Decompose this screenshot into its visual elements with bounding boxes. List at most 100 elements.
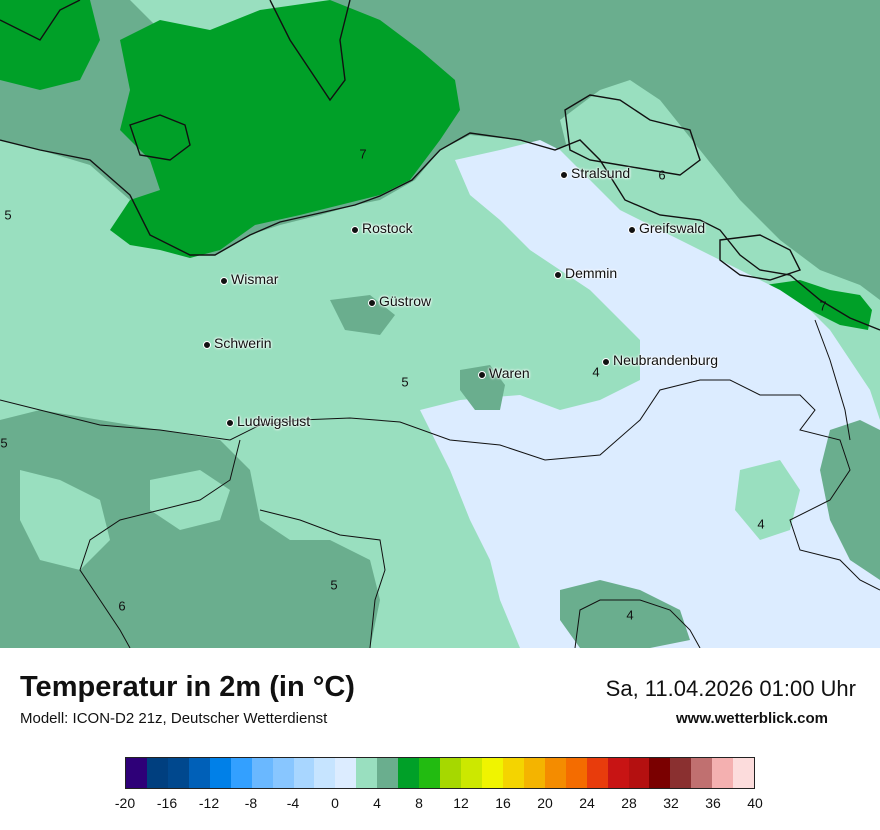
city-marker (203, 341, 211, 349)
land-patch-5 (820, 420, 880, 580)
colorbar-tick-label: -12 (198, 795, 220, 811)
city-label: Schwerin (214, 335, 272, 351)
forecast-datetime: Sa, 11.04.2026 01:00 Uhr (605, 676, 856, 701)
colorbar-tick-label: -4 (286, 795, 300, 811)
land-patch-5 (20, 470, 110, 570)
colorbar-segment (419, 758, 441, 788)
colorbar-segment (356, 758, 378, 788)
colorbar-segment (314, 758, 336, 788)
border-line (574, 599, 701, 648)
colorbar-tick-label: 32 (663, 795, 679, 811)
border-line (814, 319, 851, 441)
border-line (0, 379, 880, 591)
colorbar-segment (251, 758, 273, 788)
map-title: Temperatur in 2m (in °C) (20, 671, 355, 703)
colorbar-tick-label: 0 (331, 795, 339, 811)
colorbar-segment (209, 758, 231, 788)
isoline-label: 7 (359, 146, 367, 162)
colorbar-segment (712, 758, 734, 788)
isoline-label: 5 (4, 207, 12, 223)
coastline (0, 0, 81, 41)
colorbar-segment (293, 758, 315, 788)
colorbar-segment (481, 758, 503, 788)
land-patch-5 (735, 460, 800, 540)
city-marker (220, 277, 228, 285)
isoline-label: 7 (819, 298, 827, 314)
website-link[interactable]: www.wetterblick.com (676, 710, 828, 727)
colorbar-segment (398, 758, 420, 788)
land-patch-5 (0, 410, 380, 648)
colorbar-segment (670, 758, 692, 788)
colorbar-segment (272, 758, 294, 788)
city-label: Ludwigslust (237, 413, 311, 429)
colorbar-tick-label: 12 (453, 795, 469, 811)
city-label: Stralsund (571, 165, 631, 181)
colorbar-segment (188, 758, 210, 788)
city-label: Neubrandenburg (613, 352, 719, 368)
model-info: Modell: ICON-D2 21z, Deutscher Wetterdie… (20, 710, 328, 727)
warm-zone-7 (0, 0, 100, 90)
colorbar-tick-label: -8 (244, 795, 258, 811)
colorbar-segment (649, 758, 671, 788)
colorbar-tick-label: 36 (705, 795, 721, 811)
temperature-colorbar (125, 757, 755, 789)
coastline (564, 94, 701, 176)
colorbar-segment (523, 758, 545, 788)
land-patch-5 (330, 295, 395, 335)
city-marker (478, 371, 486, 379)
city-label: Greifswald (639, 220, 706, 236)
isoline-label: 4 (626, 607, 634, 623)
colorbar-segment (733, 758, 755, 788)
coastline (269, 0, 351, 102)
city-label: Güstrow (379, 293, 432, 309)
city-label: Wismar (231, 271, 279, 287)
city-label: Demmin (565, 265, 618, 281)
city-label: Rostock (362, 220, 413, 236)
city-marker (226, 419, 234, 427)
isoline-label: 5 (330, 577, 338, 593)
border-line (79, 439, 241, 648)
colorbar-segment (461, 758, 482, 788)
land-patch-5 (560, 580, 690, 648)
colorbar-segment (440, 758, 461, 788)
isoline-label: 6 (658, 167, 666, 183)
temperature-map[interactable]: Stralsund Greifswald Rostock Wismar Demmin Gü… (0, 0, 880, 648)
isoline-label: 4 (592, 364, 600, 380)
colorbar-segment (126, 758, 147, 788)
colorbar-tick-label: 28 (621, 795, 637, 811)
colorbar-segment (377, 758, 399, 788)
city-marker (602, 358, 610, 366)
land-patch-5 (460, 365, 505, 410)
colorbar-segment (502, 758, 524, 788)
colorbar-segment (167, 758, 189, 788)
coastline (129, 114, 191, 161)
colorbar-segment (544, 758, 566, 788)
colorbar-tick-label: 20 (537, 795, 553, 811)
colorbar-tick-label: 16 (495, 795, 511, 811)
colorbar-tick-label: 40 (747, 795, 763, 811)
colorbar-tick-label: 4 (373, 795, 381, 811)
colorbar-tick-label: 24 (579, 795, 595, 811)
colorbar-segment (607, 758, 629, 788)
colorbar-tick-label: -20 (114, 795, 136, 811)
colorbar-segment (691, 758, 713, 788)
colorbar-tick-label: 8 (415, 795, 423, 811)
warm-zone-7 (765, 280, 872, 330)
city-marker (351, 226, 359, 234)
isoline-label: 6 (118, 598, 126, 614)
city-marker (368, 299, 376, 307)
isoline-label: 5 (401, 374, 409, 390)
colorbar-ticks: -20 -16 -12 -8 -4 0 4 8 12 16 20 24 28 32 36 40 (115, 795, 763, 815)
colorbar-tick-label: -16 (156, 795, 178, 811)
land-patch-5 (150, 470, 230, 530)
colorbar-segment (230, 758, 252, 788)
colorbar-segment (565, 758, 587, 788)
colorbar-segment (586, 758, 608, 788)
colorbar-segment (146, 758, 168, 788)
city-marker (554, 271, 562, 279)
coastline (0, 132, 880, 331)
coastal-shallow-area (560, 80, 880, 340)
colorbar-segment (335, 758, 357, 788)
map-shapes (0, 0, 880, 648)
colorbar-segment (628, 758, 650, 788)
